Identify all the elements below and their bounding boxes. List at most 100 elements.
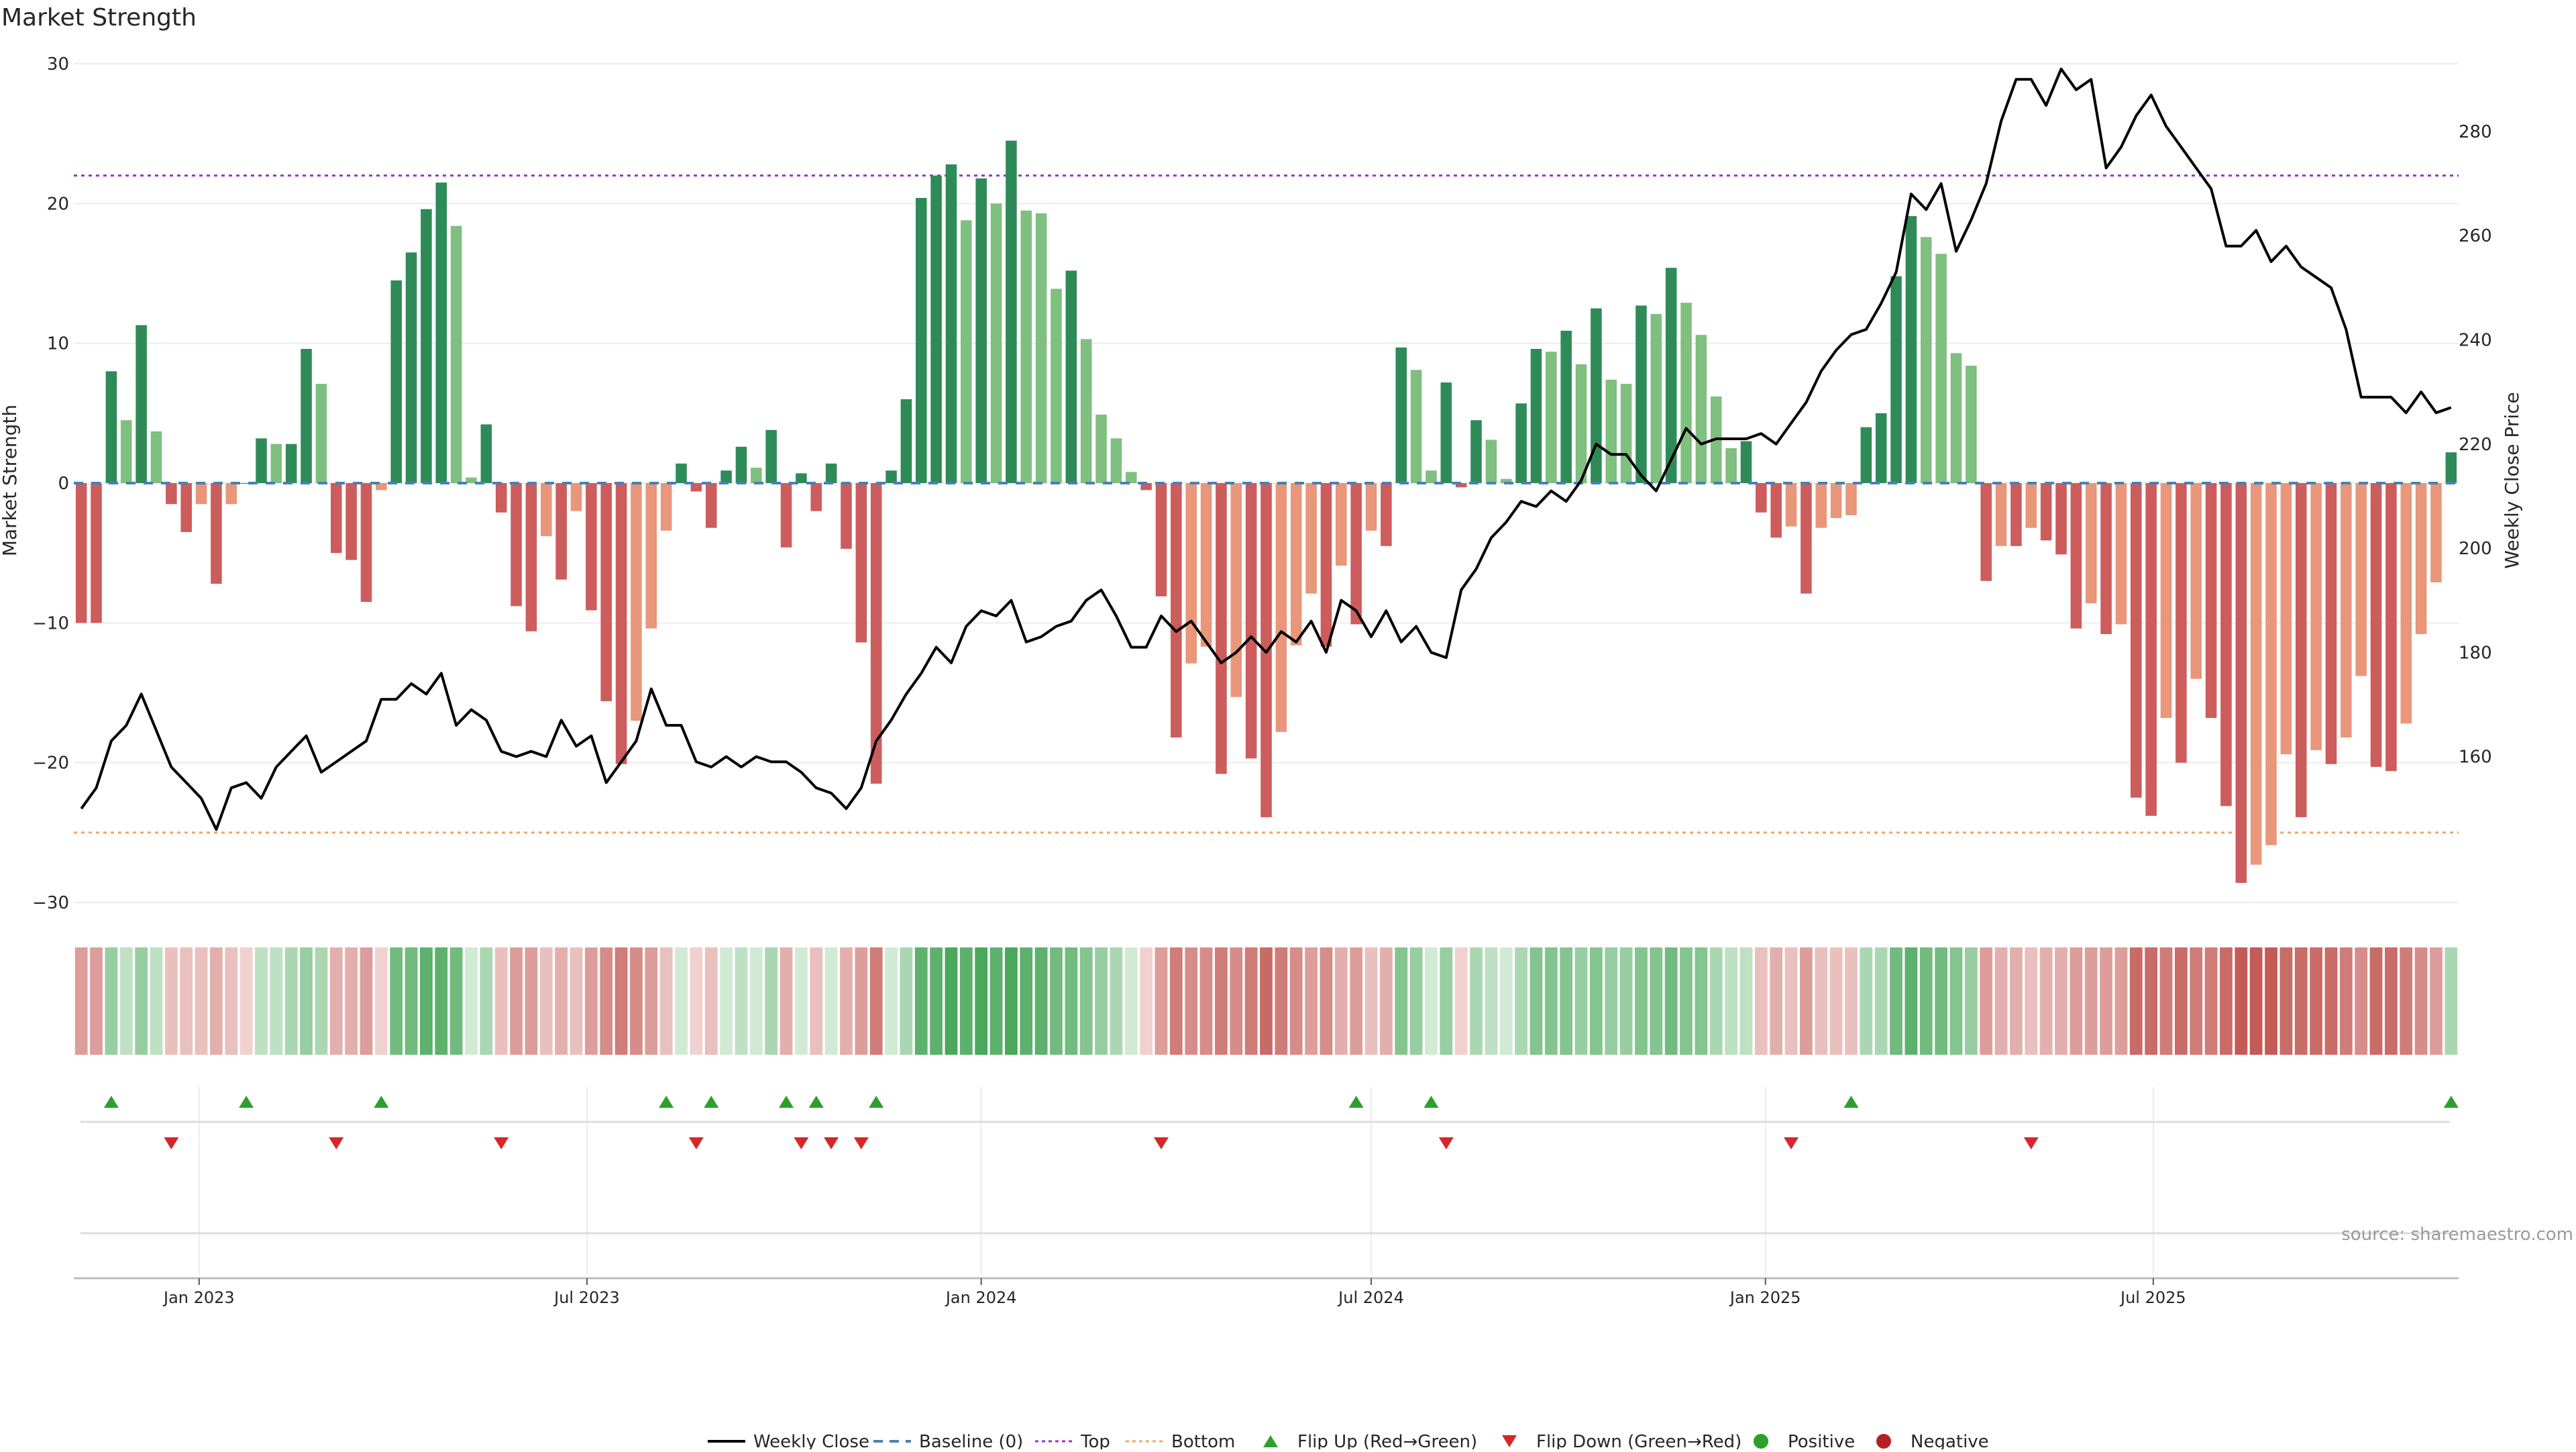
strength-bar [1921,237,1932,483]
strength-bar [2310,483,2322,750]
sentiment-cell [1454,947,1468,1055]
strength-bar [270,444,282,483]
flip-up-marker [1424,1096,1439,1108]
strength-bar [285,444,297,483]
y-tick-label: −20 [32,754,69,774]
sentiment-cell [1334,947,1348,1055]
flip-up-marker [103,1096,119,1108]
sentiment-cell [284,947,298,1055]
sentiment-cell [150,947,163,1055]
sentiment-cell [810,947,823,1055]
sentiment-cell [2114,947,2128,1055]
strength-bar [735,446,747,483]
strength-bar [525,483,537,631]
weekly-close-line [80,67,2452,831]
flip-down-marker [2023,1137,2039,1149]
sentiment-cell [1589,947,1603,1055]
strength-bar [631,483,642,721]
strength-bar [1440,382,1452,483]
sentiment-cell [1199,947,1213,1055]
sentiment-cell [1964,947,1978,1055]
strength-bar [1080,339,1092,483]
strength-bar [870,483,882,784]
legend-item-close: Weekly Close [708,1432,869,1452]
sentiment-cell [1994,947,2008,1055]
strength-bar [75,483,87,623]
sentiment-cell [2430,947,2443,1055]
strength-bar [765,429,777,483]
y-tick-label: 0 [58,474,69,494]
strength-bar [676,463,687,483]
strength-bar [2295,483,2307,817]
strength-bar [2355,483,2367,676]
sentiment-cell [1529,947,1543,1055]
sentiment-cell [630,947,643,1055]
sentiment-cell [390,947,403,1055]
legend-label: Bottom [1171,1432,1235,1449]
strength-bar [2341,483,2352,738]
strength-bar [1485,439,1497,483]
flip-up-marker [808,1096,824,1108]
strength-bar [1546,352,1557,483]
strength-bar [1006,140,1017,484]
strength-bar [450,225,462,483]
strength-bar [2160,483,2172,718]
strength-bar [120,420,132,483]
sentiment-cell [1320,947,1333,1055]
strength-bar [1095,414,1107,483]
sentiment-cell [1619,947,1633,1055]
sentiment-cell [555,947,568,1055]
sentiment-cell [989,947,1003,1055]
strength-bar [1665,268,1677,483]
sentiment-cell [525,947,538,1055]
y2-tick-label: 180 [2459,643,2492,663]
sentiment-cell [1155,947,1168,1055]
strength-bar [1200,483,1212,647]
flip-down-marker [494,1137,509,1149]
sentiment-cell [1829,947,1843,1055]
x-tick-label: Jan 2024 [945,1288,1017,1307]
strength-bar [825,463,837,483]
strength-bar [1305,483,1317,594]
strength-bar [1350,483,1362,625]
legend-label: Flip Up (Red→Green) [1297,1432,1477,1449]
sentiment-cell [869,947,883,1055]
x-tick-label: Jan 2023 [162,1288,235,1307]
sentiment-cell [2339,947,2353,1055]
strength-bar [1785,483,1797,527]
sentiment-cell [1230,947,1243,1055]
strength-bar [1245,483,1257,759]
sentiment-cell [480,947,493,1055]
strength-bar [421,209,432,483]
strength-bar [466,477,477,483]
sentiment-cell [1664,947,1678,1055]
strength-bar [1171,483,1182,738]
strength-bar [961,220,972,483]
sentiment-cell [1005,947,1018,1055]
strength-bar [1950,353,1962,483]
sentiment-cell [2174,947,2188,1055]
strength-bar [1860,427,1872,483]
strength-bar [1591,308,1602,483]
sentiment-cell [1124,947,1138,1055]
strength-bar [2265,483,2277,845]
sentiment-cell [2414,947,2428,1055]
sentiment-cell [1275,947,1288,1055]
strength-bar [315,384,327,483]
sentiment-cell [74,947,88,1055]
strength-bar [2115,483,2127,625]
sentiment-cell [659,947,673,1055]
strength-bar [751,468,762,483]
sentiment-cell [1650,947,1663,1055]
sentiment-cell [1065,947,1078,1055]
legend-label: Top [1080,1432,1110,1449]
strength-bar [136,325,147,483]
strength-bar [1756,483,1767,513]
strength-bar [1680,303,1692,483]
flip-down-marker [824,1137,839,1149]
legend-negative-dot-icon [1876,1434,1891,1449]
strength-bar [2445,452,2457,483]
strength-bar [2250,483,2262,865]
sentiment-cell [930,947,943,1055]
